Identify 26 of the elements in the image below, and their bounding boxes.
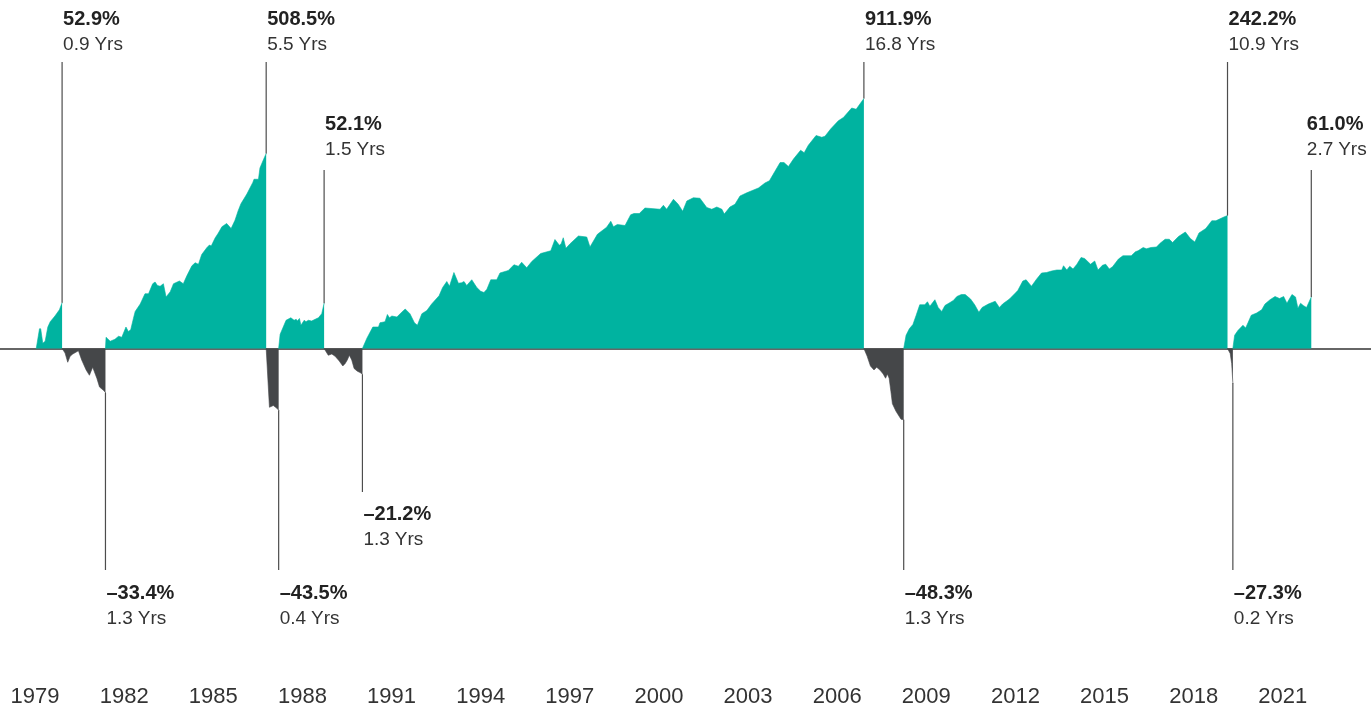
annotation: –43.5% 0.4 Yrs xyxy=(279,581,348,628)
x-tick-label: 1997 xyxy=(545,683,595,708)
annotation: 911.9% 16.8 Yrs xyxy=(864,7,936,54)
annotation: –33.4% 1.3 Yrs xyxy=(106,581,175,628)
x-tick-label: 2003 xyxy=(723,683,773,708)
x-tick-label: 1979 xyxy=(10,683,60,708)
annotation: –21.2% 1.3 Yrs xyxy=(363,502,432,549)
annotation: 52.9% 0.9 Yrs xyxy=(63,7,123,54)
x-tick-label: 2006 xyxy=(812,683,862,708)
x-tick-label: 1982 xyxy=(99,683,149,708)
annotation: 242.2% 10.9 Yrs xyxy=(1228,7,1299,54)
x-tick-label: 2015 xyxy=(1080,683,1129,708)
x-tick-label: 2012 xyxy=(990,683,1040,708)
x-tick-label: 2000 xyxy=(634,683,684,708)
x-tick-label: 2009 xyxy=(901,683,951,708)
x-tick-label: 2018 xyxy=(1169,683,1219,708)
annotation: 52.1% 1.5 Yrs xyxy=(325,112,385,159)
annotation: 61.0% 2.7 Yrs xyxy=(1306,112,1367,159)
annotation: –27.3% 0.2 Yrs xyxy=(1233,581,1302,628)
x-tick-label: 2021 xyxy=(1258,683,1308,708)
annotation: 508.5% 5.5 Yrs xyxy=(267,7,336,54)
x-tick-label: 1991 xyxy=(367,683,417,708)
x-tick-label: 1985 xyxy=(188,683,238,708)
x-tick-label: 1994 xyxy=(456,683,506,708)
annotation: –48.3% 1.3 Yrs xyxy=(904,581,973,628)
x-tick-label: 1988 xyxy=(277,683,327,708)
